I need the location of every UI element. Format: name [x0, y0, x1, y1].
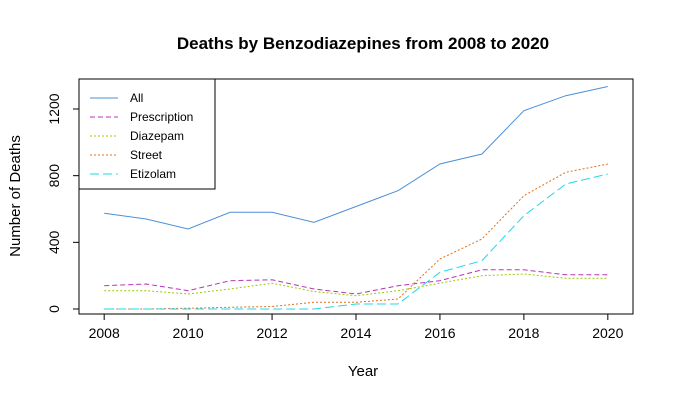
- legend-label: All: [130, 91, 143, 105]
- y-tick-label: 400: [46, 230, 62, 254]
- x-tick-label: 2020: [592, 325, 623, 341]
- x-tick-label: 2018: [508, 325, 539, 341]
- series-line-all: [104, 86, 608, 230]
- legend-label: Etizolam: [130, 167, 176, 181]
- legend-item-etizolam: Etizolam: [90, 167, 176, 181]
- series-layer: [104, 86, 608, 310]
- x-tick-label: 2012: [256, 325, 287, 341]
- legend-items: All Prescription Diazepam Street Etizolam: [90, 91, 193, 181]
- legend: All Prescription Diazepam Street Etizolam: [78, 78, 216, 190]
- y-axis: 0 400 800 1200: [46, 93, 80, 313]
- series-line-etizolam: [104, 173, 608, 310]
- legend-label: Diazepam: [130, 129, 184, 143]
- y-tick-label: 800: [46, 164, 62, 188]
- x-tick-label: 2014: [340, 325, 371, 341]
- legend-label: Street: [130, 148, 163, 162]
- y-tick-label: 1200: [46, 93, 62, 124]
- series-line-diazepam: [104, 273, 608, 297]
- x-axis: 2008 2010 2012 2014 2016 2018 2020: [89, 313, 624, 341]
- x-axis-title: Year: [348, 363, 378, 380]
- legend-item-prescription: Prescription: [90, 110, 193, 124]
- legend-item-diazepam: Diazepam: [90, 129, 184, 143]
- legend-label: Prescription: [130, 110, 193, 124]
- x-tick-label: 2010: [173, 325, 204, 341]
- y-tick-label: 0: [46, 305, 62, 313]
- chart-title: Deaths by Benzodiazepines from 2008 to 2…: [177, 34, 549, 53]
- legend-item-all: All: [90, 91, 143, 105]
- legend-item-street: Street: [90, 148, 163, 162]
- x-tick-label: 2008: [89, 325, 120, 341]
- y-axis-title: Number of Deaths: [7, 135, 24, 257]
- series-line-street: [104, 163, 608, 310]
- legend-box: [78, 78, 216, 190]
- x-tick-label: 2016: [424, 325, 455, 341]
- series-line-prescription: [104, 269, 608, 295]
